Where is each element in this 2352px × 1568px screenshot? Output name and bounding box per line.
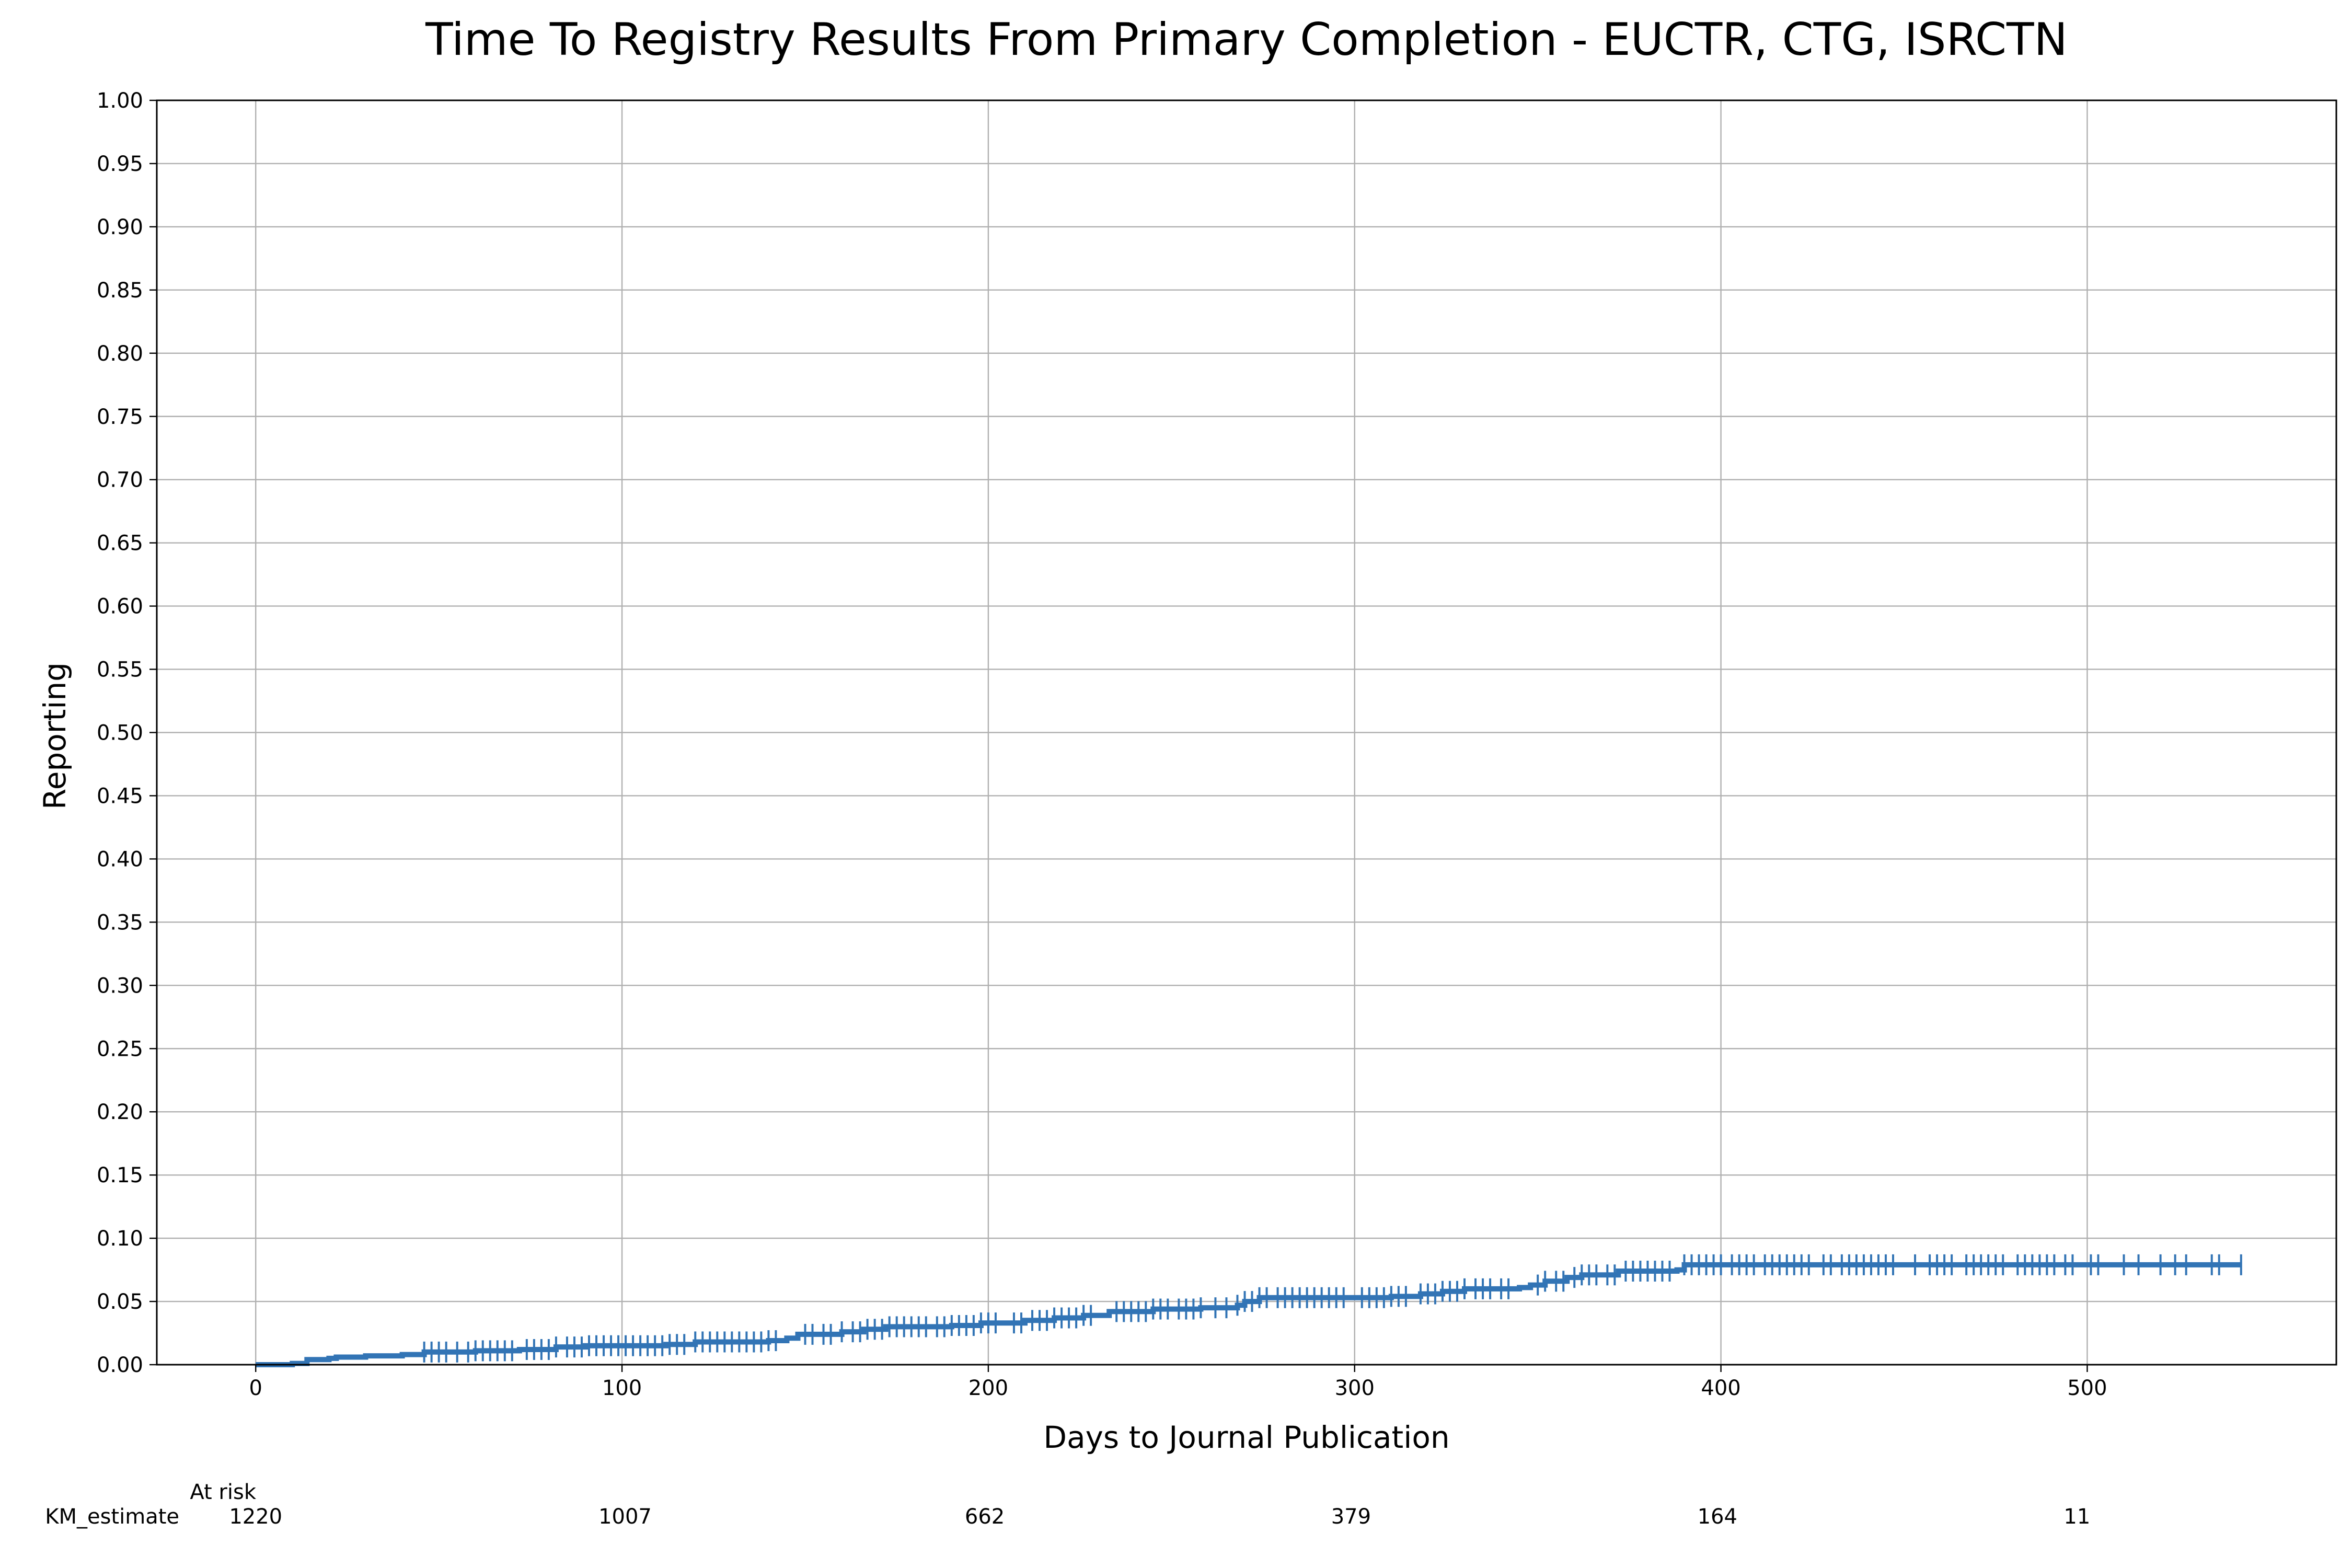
y-tick-label: 0.65 (97, 532, 143, 556)
y-tick-label: 0.20 (97, 1100, 143, 1124)
y-axis: 0.00 0.05 0.10 0.15 0.20 0.25 0.30 0.35 0.40 0.45… (97, 89, 157, 1377)
at-risk-value: 11 (2063, 1505, 2090, 1529)
y-tick-label: 0.90 (97, 215, 143, 239)
x-tick-label: 400 (1701, 1376, 1740, 1400)
y-tick-label: 0.40 (97, 847, 143, 871)
y-tick-label: 0.45 (97, 784, 143, 808)
chart-title: Time To Registry Results From Primary Co… (425, 14, 2068, 66)
y-tick-label: 0.70 (97, 468, 143, 492)
at-risk-value: 1007 (598, 1505, 652, 1529)
grid-lines (157, 99, 2336, 1366)
y-tick-label: 0.35 (97, 910, 143, 935)
at-risk-row-label: KM_estimate (45, 1505, 179, 1529)
x-axis: 0 100 200 300 400 500 (249, 1365, 2107, 1400)
x-tick-label: 100 (602, 1376, 642, 1400)
y-tick-label: 0.85 (97, 279, 143, 303)
x-tick-label: 200 (969, 1376, 1008, 1400)
x-axis-label: Days to Journal Publication (1043, 1420, 1449, 1455)
y-tick-label: 0.10 (97, 1227, 143, 1251)
y-tick-label: 0.55 (97, 658, 143, 682)
y-tick-label: 0.25 (97, 1037, 143, 1061)
y-tick-label: 1.00 (97, 89, 143, 113)
y-tick-label: 0.30 (97, 974, 143, 998)
y-tick-label: 0.75 (97, 405, 143, 429)
x-tick-label: 0 (249, 1376, 262, 1400)
y-tick-label: 0.95 (97, 152, 143, 176)
y-tick-label: 0.50 (97, 721, 143, 745)
at-risk-value: 379 (1331, 1505, 1371, 1529)
y-tick-label: 0.00 (97, 1353, 143, 1377)
km-step-line (256, 1262, 2241, 1367)
y-tick-label: 0.80 (97, 342, 143, 366)
y-tick-label: 0.15 (97, 1163, 143, 1187)
y-tick-label: 0.60 (97, 595, 143, 619)
at-risk-value: 164 (1698, 1505, 1737, 1529)
at-risk-value: 1220 (229, 1505, 282, 1529)
y-tick-label: 0.05 (97, 1290, 143, 1314)
at-risk-value: 662 (965, 1505, 1005, 1529)
y-axis-label: Reporting (37, 662, 73, 810)
km-series (256, 1254, 2242, 1367)
x-tick-label: 500 (2067, 1376, 2107, 1400)
at-risk-header: At risk (190, 1480, 256, 1504)
x-tick-label: 300 (1335, 1376, 1375, 1400)
at-risk-table: At risk KM_estimate 1220 1007 662 379 164 11 (45, 1480, 2090, 1529)
